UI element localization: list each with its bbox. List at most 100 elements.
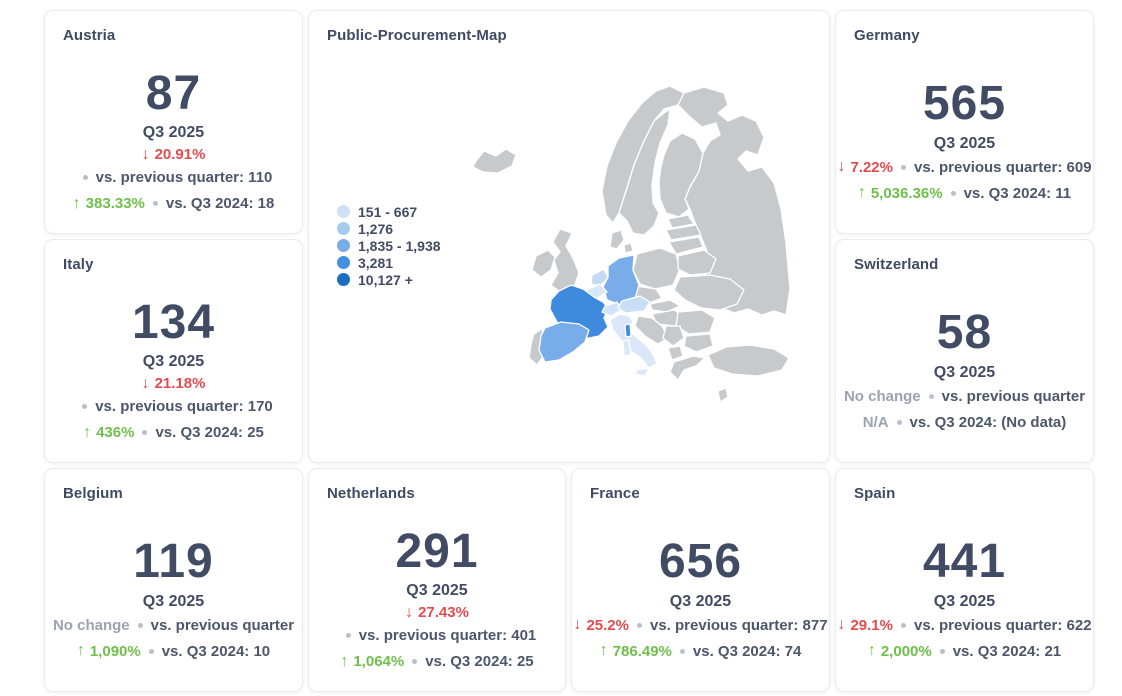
no-change-status: No change xyxy=(843,387,921,405)
map-country-belarus[interactable] xyxy=(677,249,717,276)
arrow-up-icon: ↑ xyxy=(83,423,92,441)
legend-label: 1,276 xyxy=(358,220,394,237)
prev-quarter-change: ↓ 29.1% vs. previous quarter: 622 xyxy=(837,617,1091,634)
dot-separator-icon xyxy=(148,648,154,654)
legend-item: 1,835 - 1,938 xyxy=(337,237,441,254)
yoy-change: ↑ 1,064% vs. Q3 2024: 25 xyxy=(340,653,533,670)
map-country-denmark-island[interactable] xyxy=(623,242,634,254)
legend-color-dot-icon xyxy=(337,273,350,286)
map-country-crete[interactable] xyxy=(717,387,729,403)
map-country-sardinia[interactable] xyxy=(622,339,632,357)
legend-item: 1,276 xyxy=(337,220,441,237)
comparison-label: vs. Q3 2024: (No data) xyxy=(909,413,1067,431)
map-country-great-britain[interactable] xyxy=(550,228,580,293)
prev-quarter-change: ↓ 25.2% vs. previous quarter: 877 xyxy=(573,617,827,634)
kpi-value: 291 xyxy=(395,524,479,578)
kpi-value: 565 xyxy=(922,77,1007,131)
arrow-up-icon: ↑ xyxy=(867,642,876,660)
kpi-period: Q3 2025 xyxy=(933,592,996,610)
card-title: Belgium xyxy=(63,485,123,502)
map-country-turkey[interactable] xyxy=(707,344,790,377)
yoy-change: ↑ 1,090% vs. Q3 2024: 10 xyxy=(77,643,270,660)
map-country-denmark[interactable] xyxy=(609,229,625,250)
dot-separator-icon xyxy=(142,430,148,436)
dot-separator-icon xyxy=(82,404,88,410)
dot-separator-icon xyxy=(345,633,351,639)
dot-separator-icon xyxy=(950,190,956,196)
kpi-card-austria: Austria 87 Q3 2025 ↓ 20.91% vs. previous… xyxy=(44,10,303,234)
change-percent: 383.33% xyxy=(85,195,145,213)
map-country-bulgaria[interactable] xyxy=(683,333,714,353)
map-country-ireland[interactable] xyxy=(531,249,556,278)
comparison-label: vs. Q3 2024: 10 xyxy=(161,642,271,660)
map-country-iceland[interactable] xyxy=(472,148,517,174)
map-country-netherlands[interactable] xyxy=(590,268,609,287)
change-percent: 1,064% xyxy=(353,653,405,671)
map-country-albania[interactable] xyxy=(667,345,684,361)
map-country-corsica[interactable] xyxy=(624,323,632,338)
dot-separator-icon xyxy=(679,648,685,654)
dot-separator-icon xyxy=(900,164,906,170)
card-title: Switzerland xyxy=(854,256,939,273)
change-percent: 5,036.36% xyxy=(870,184,943,202)
map-country-slovakia[interactable] xyxy=(649,299,681,313)
map-country-spain[interactable] xyxy=(538,321,590,363)
change-percent: 786.49% xyxy=(612,642,672,660)
legend-item: 10,127 + xyxy=(337,272,441,288)
map-country-croatia-bosnia[interactable] xyxy=(634,315,669,345)
legend-color-dot-icon xyxy=(337,222,350,235)
kpi-period: Q3 2025 xyxy=(406,582,468,600)
map-country-greece[interactable] xyxy=(669,355,706,381)
dot-separator-icon xyxy=(636,622,642,628)
kpi-body: 441 Q3 2025 ↓ 29.1% vs. previous quarter… xyxy=(836,502,1093,691)
dot-separator-icon xyxy=(152,201,158,207)
comparison-label: vs. Q3 2024: 11 xyxy=(963,184,1072,202)
kpi-card-spain: Spain 441 Q3 2025 ↓ 29.1% vs. previous q… xyxy=(835,468,1094,692)
kpi-body: 656 Q3 2025 ↓ 25.2% vs. previous quarter… xyxy=(572,502,829,691)
change-percent: 27.43% xyxy=(418,604,469,622)
comparison-label: vs. Q3 2024: 25 xyxy=(425,653,534,671)
dot-separator-icon xyxy=(939,648,945,654)
map-country-estonia[interactable] xyxy=(667,214,695,229)
legend-label: 1,835 - 1,938 xyxy=(358,237,441,254)
kpi-body: 58 Q3 2025 No change vs. previous quarte… xyxy=(836,273,1093,462)
kpi-body: 291 Q3 2025 ↓ 27.43% vs. previous quarte… xyxy=(309,502,565,691)
map-country-ukraine[interactable] xyxy=(673,274,745,311)
legend-label: 151 - 667 xyxy=(358,203,418,220)
map-country-switzerland[interactable] xyxy=(601,301,622,317)
legend-item: 3,281 xyxy=(337,255,441,271)
comparison-label: vs. previous quarter: 609 xyxy=(913,158,1092,176)
dot-separator-icon xyxy=(137,622,143,628)
legend-color-dot-icon xyxy=(337,205,350,218)
map-country-sicily[interactable] xyxy=(634,367,650,377)
legend-color-dot-icon xyxy=(337,239,350,252)
dot-separator-icon xyxy=(900,622,906,628)
map-country-poland[interactable] xyxy=(632,247,681,290)
card-title: Germany xyxy=(854,27,920,44)
map-legend: 151 - 667 1,276 1,835 - 1,938 3,281 10,1… xyxy=(337,203,441,288)
dashboard-grid: Austria 87 Q3 2025 ↓ 20.91% vs. previous… xyxy=(44,10,1094,692)
comparison-label: vs. previous quarter xyxy=(941,387,1086,405)
map-country-lithuania[interactable] xyxy=(668,236,704,255)
arrow-up-icon: ↑ xyxy=(340,652,349,670)
kpi-body: 119 Q3 2025 No change vs. previous quart… xyxy=(45,502,302,691)
map-country-latvia[interactable] xyxy=(665,224,702,241)
yoy-change: ↑ 786.49% vs. Q3 2024: 74 xyxy=(600,643,802,660)
kpi-period: Q3 2025 xyxy=(669,592,732,610)
map-country-serbia[interactable] xyxy=(662,325,685,347)
prev-quarter-label: vs. previous quarter: 110 xyxy=(75,169,272,186)
arrow-up-icon: ↑ xyxy=(76,642,85,660)
kpi-card-switzerland: Switzerland 58 Q3 2025 No change vs. pre… xyxy=(835,239,1094,463)
map-country-finland[interactable] xyxy=(658,132,704,218)
kpi-card-belgium: Belgium 119 Q3 2025 No change vs. previo… xyxy=(44,468,303,692)
map-country-sweden[interactable] xyxy=(618,108,671,236)
kpi-period: Q3 2025 xyxy=(142,124,205,142)
europe-choropleth-map xyxy=(472,85,791,403)
dot-separator-icon xyxy=(896,419,902,425)
map-card: Public-Procurement-Map 151 - 667 1,276 1… xyxy=(308,10,830,463)
kpi-body: 87 Q3 2025 ↓ 20.91% vs. previous quarter… xyxy=(45,44,302,233)
map-country-austria[interactable] xyxy=(617,295,651,314)
prev-quarter-change: No change vs. previous quarter xyxy=(53,617,294,634)
change-percent: 20.91% xyxy=(154,146,206,164)
prev-quarter-change: ↓ 7.22% vs. previous quarter: 609 xyxy=(837,159,1091,176)
